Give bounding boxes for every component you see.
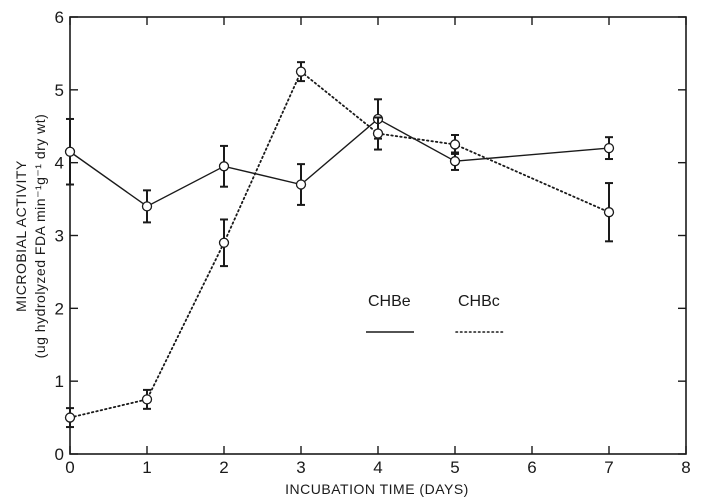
legend: CHBe CHBc (366, 293, 505, 333)
legend-label-chbe: CHBe (368, 293, 411, 310)
series-line-chbc (69, 70, 610, 419)
data-point-chbe (218, 161, 230, 172)
x-tick-label: 5 (450, 458, 459, 477)
data-point-chbc (449, 139, 461, 150)
x-tick-label: 4 (373, 458, 382, 477)
ticks-layer: 0 1 2 3 4 5 6 7 8 0 1 2 3 4 5 6 (55, 8, 691, 477)
data-point-chbc (218, 237, 230, 248)
data-point-chbc (372, 128, 384, 139)
x-tick-label: 8 (681, 458, 690, 477)
data-point-chbe (141, 201, 153, 212)
y-tick-label: 3 (55, 227, 64, 246)
data-point-chbe (295, 179, 307, 190)
series-line-chbe (69, 118, 610, 208)
x-tick-label: 1 (142, 458, 151, 477)
x-tick-label: 0 (65, 458, 74, 477)
y-axis-title-line1: MICROBIAL ACTIVITY (13, 160, 29, 312)
y-tick-label: 0 (55, 445, 64, 464)
y-tick-label: 1 (55, 372, 64, 391)
data-point-chbe (64, 146, 76, 157)
data-point-chbc (603, 207, 615, 218)
plot-frame (69, 16, 687, 455)
y-axis-title-line2: (ug hydrolyzed FDA min⁻¹g⁻¹ dry wt) (32, 114, 48, 359)
data-point-chbc (295, 66, 307, 77)
x-tick-label: 3 (296, 458, 305, 477)
legend-label-chbc: CHBc (458, 293, 500, 310)
data-point-chbe (449, 156, 461, 167)
data-point-chbe (603, 142, 615, 154)
y-tick-label: 4 (55, 154, 64, 173)
y-tick-label: 2 (55, 299, 64, 318)
series-layer (64, 61, 615, 429)
y-tick-label: 6 (55, 8, 64, 27)
x-tick-label: 6 (527, 458, 536, 477)
x-tick-label: 2 (219, 458, 228, 477)
data-point-chbc (64, 412, 76, 423)
x-tick-label: 7 (604, 458, 613, 477)
data-point-chbc (141, 394, 153, 405)
x-axis-title: INCUBATION TIME (DAYS) (285, 481, 469, 497)
y-tick-label: 5 (55, 81, 64, 100)
